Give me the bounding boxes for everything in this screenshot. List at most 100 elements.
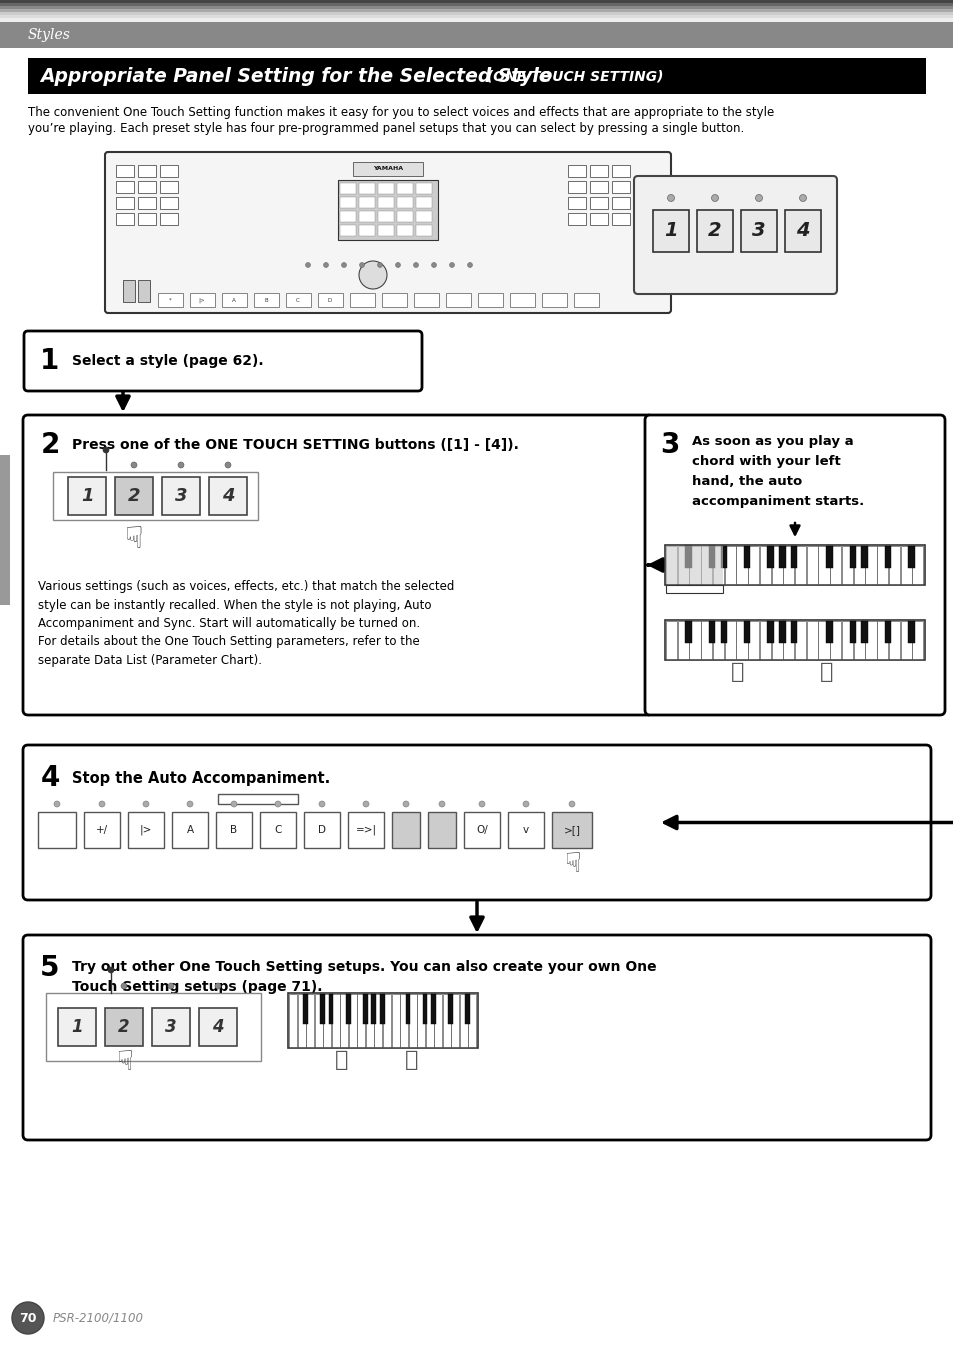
Bar xyxy=(567,197,585,209)
Bar xyxy=(853,546,864,584)
Bar xyxy=(451,994,459,1047)
Circle shape xyxy=(231,801,236,807)
Bar xyxy=(652,209,688,253)
Bar xyxy=(876,546,887,584)
Bar xyxy=(759,546,770,584)
Bar xyxy=(340,994,348,1047)
Text: 4: 4 xyxy=(221,486,234,505)
Bar xyxy=(434,994,442,1047)
Text: C: C xyxy=(274,825,281,835)
Circle shape xyxy=(568,801,575,807)
Circle shape xyxy=(711,195,718,201)
Circle shape xyxy=(467,262,472,267)
Text: 🖐: 🖐 xyxy=(404,1050,417,1070)
Bar xyxy=(416,994,425,1047)
Circle shape xyxy=(358,261,387,289)
Bar xyxy=(68,477,106,515)
Bar xyxy=(425,994,434,1047)
Bar xyxy=(158,293,183,307)
Bar xyxy=(883,621,890,643)
Text: *: * xyxy=(169,297,172,303)
Bar xyxy=(806,621,817,659)
FancyBboxPatch shape xyxy=(105,153,670,313)
Bar xyxy=(740,209,776,253)
Text: |>: |> xyxy=(140,824,152,835)
Bar xyxy=(431,994,436,1024)
Text: (ONE TOUCH SETTING): (ONE TOUCH SETTING) xyxy=(481,69,662,82)
Circle shape xyxy=(121,984,127,989)
Bar xyxy=(286,293,311,307)
Text: B: B xyxy=(231,825,237,835)
Circle shape xyxy=(431,262,436,267)
Text: 1: 1 xyxy=(40,347,59,376)
Text: Press one of the ONE TOUCH SETTING buttons ([1] - [4]).: Press one of the ONE TOUCH SETTING butto… xyxy=(71,438,518,453)
Bar xyxy=(664,620,924,661)
Bar xyxy=(712,546,723,584)
Bar xyxy=(712,621,723,659)
FancyBboxPatch shape xyxy=(23,415,652,715)
Bar xyxy=(664,544,924,585)
Circle shape xyxy=(438,801,444,807)
Bar xyxy=(567,165,585,177)
Bar xyxy=(422,994,427,1024)
Circle shape xyxy=(143,801,149,807)
Bar xyxy=(507,812,543,848)
Bar xyxy=(346,994,350,1024)
Bar xyxy=(708,621,715,643)
Circle shape xyxy=(12,1302,44,1333)
Bar xyxy=(339,182,355,195)
Bar xyxy=(766,546,773,567)
Bar xyxy=(349,994,356,1047)
Bar xyxy=(853,621,864,659)
Bar xyxy=(612,197,629,209)
Bar xyxy=(38,812,76,848)
Text: 2: 2 xyxy=(128,486,140,505)
Text: Try out other One Touch Setting setups. You can also create your own One
Touch S: Try out other One Touch Setting setups. … xyxy=(71,961,656,993)
Bar xyxy=(414,293,438,307)
Bar xyxy=(304,812,339,848)
Bar xyxy=(209,477,247,515)
Bar xyxy=(416,226,432,236)
Bar xyxy=(477,293,502,307)
Bar xyxy=(222,293,247,307)
Bar xyxy=(289,994,296,1047)
Bar xyxy=(396,197,413,208)
Text: B: B xyxy=(264,297,268,303)
Bar xyxy=(317,293,343,307)
Bar xyxy=(0,15,953,18)
Bar xyxy=(128,812,164,848)
Text: 4: 4 xyxy=(212,1019,224,1036)
Text: ☟: ☟ xyxy=(115,1048,132,1075)
Text: 3: 3 xyxy=(165,1019,176,1036)
Text: D: D xyxy=(317,825,326,835)
Bar xyxy=(138,165,156,177)
Bar xyxy=(900,621,911,659)
Text: 5: 5 xyxy=(40,954,60,982)
Text: 4: 4 xyxy=(796,222,809,240)
Text: Stop the Auto Accompaniment.: Stop the Auto Accompaniment. xyxy=(71,770,330,785)
Bar xyxy=(684,621,691,643)
Bar xyxy=(405,994,410,1024)
Bar xyxy=(841,621,852,659)
Bar xyxy=(612,181,629,193)
Bar xyxy=(0,5,953,9)
Bar xyxy=(152,1008,190,1046)
Bar xyxy=(46,993,261,1061)
Bar xyxy=(861,546,867,567)
Circle shape xyxy=(318,801,325,807)
Bar xyxy=(0,0,953,3)
Bar xyxy=(794,546,805,584)
Bar xyxy=(391,994,399,1047)
Bar xyxy=(743,546,750,567)
Text: 🖐: 🖐 xyxy=(819,662,832,682)
Bar xyxy=(463,812,499,848)
Bar xyxy=(782,621,794,659)
Bar xyxy=(861,621,867,643)
Bar xyxy=(790,621,797,643)
Bar xyxy=(442,994,451,1047)
Bar xyxy=(689,546,700,584)
Bar xyxy=(357,994,365,1047)
Bar xyxy=(0,3,953,5)
Bar xyxy=(428,812,456,848)
FancyBboxPatch shape xyxy=(23,935,930,1140)
